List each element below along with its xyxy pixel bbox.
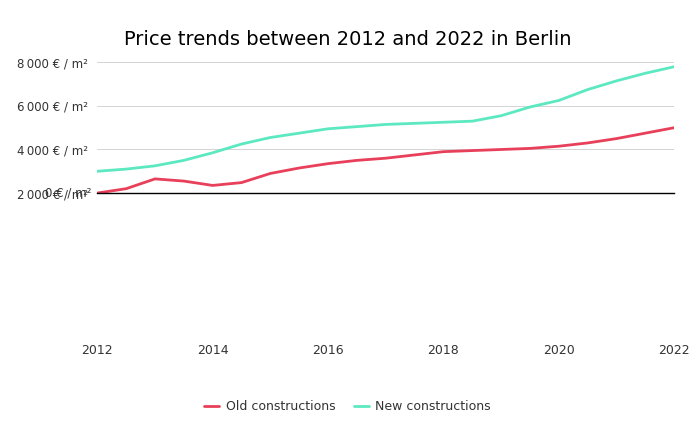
New constructions [179, 158, 188, 163]
New constructions [468, 118, 477, 124]
New constructions [122, 166, 131, 172]
Old constructions [411, 152, 419, 157]
Legend: Old constructions, New constructions: Old constructions, New constructions [199, 396, 496, 418]
Old constructions [295, 166, 304, 171]
New constructions [641, 71, 650, 76]
Old constructions [526, 146, 534, 151]
Old constructions [353, 158, 361, 163]
Old constructions [208, 183, 217, 188]
New constructions [526, 104, 534, 109]
New constructions [555, 98, 563, 103]
Old constructions [93, 190, 101, 196]
Old constructions [670, 125, 678, 130]
New constructions [295, 130, 304, 136]
Old constructions [238, 180, 246, 185]
Old constructions [382, 156, 390, 161]
Old constructions [151, 176, 159, 181]
New constructions [353, 124, 361, 129]
Line: New constructions: New constructions [97, 67, 674, 171]
New constructions [208, 150, 217, 155]
New constructions [497, 113, 505, 118]
Old constructions [612, 136, 621, 141]
New constructions [439, 120, 448, 125]
Old constructions [439, 149, 448, 154]
Old constructions [497, 147, 505, 152]
Old constructions [179, 178, 188, 184]
Old constructions [641, 130, 650, 136]
New constructions [612, 79, 621, 84]
New constructions [151, 163, 159, 169]
New constructions [584, 87, 592, 92]
Old constructions [468, 148, 477, 153]
Old constructions [266, 171, 275, 176]
Old constructions [324, 161, 332, 166]
Text: 0 € / m²: 0 € / m² [45, 187, 92, 199]
New constructions [670, 64, 678, 69]
New constructions [324, 126, 332, 131]
New constructions [266, 135, 275, 140]
Old constructions [122, 186, 131, 191]
Old constructions [555, 144, 563, 149]
Old constructions [584, 140, 592, 145]
New constructions [411, 121, 419, 126]
New constructions [93, 169, 101, 174]
Text: Price trends between 2012 and 2022 in Berlin: Price trends between 2012 and 2022 in Be… [124, 30, 571, 49]
New constructions [238, 142, 246, 147]
Line: Old constructions: Old constructions [97, 128, 674, 193]
New constructions [382, 122, 390, 127]
